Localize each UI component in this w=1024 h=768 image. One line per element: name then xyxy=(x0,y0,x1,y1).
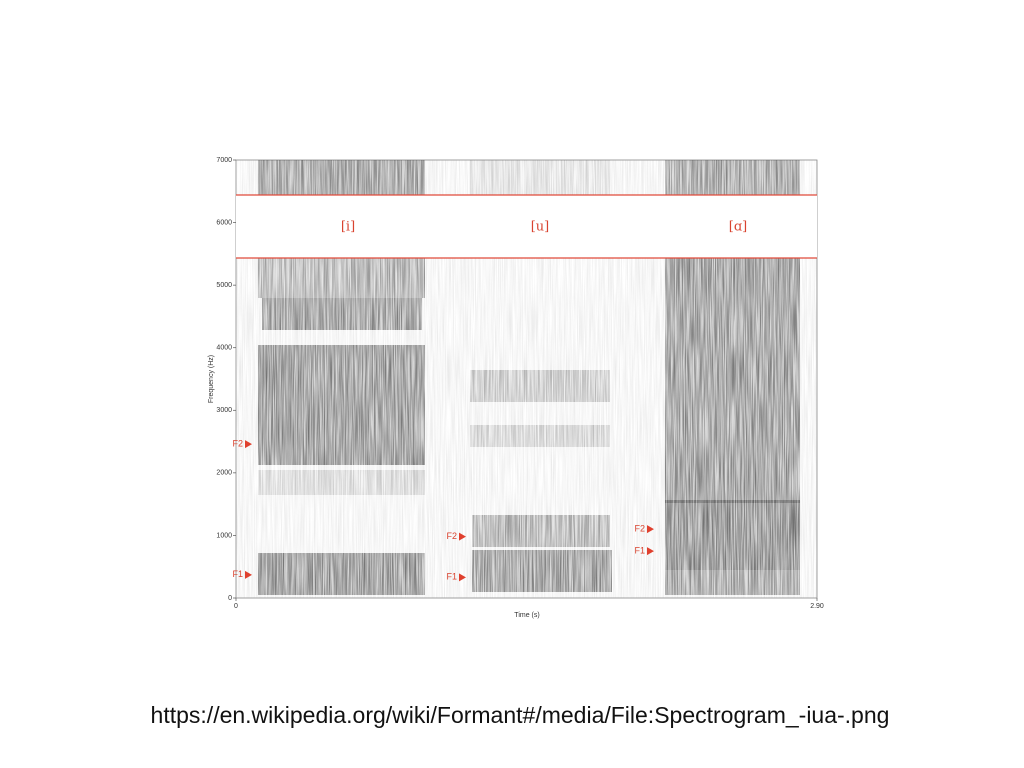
formant-label: F2 xyxy=(232,438,243,448)
label-band xyxy=(236,195,817,258)
formant-marker xyxy=(459,573,466,582)
y-tick-label: 5000 xyxy=(216,282,232,289)
y-tick-label: 3000 xyxy=(216,407,232,414)
x-axis-label: Time (s) xyxy=(514,612,539,619)
y-tick-label: 7000 xyxy=(216,157,232,164)
y-tick-label: 6000 xyxy=(216,219,232,226)
formant-marker xyxy=(459,532,466,541)
vowel-label: [u] xyxy=(531,220,550,235)
formant-label: F2 xyxy=(446,531,457,541)
formant-label: F1 xyxy=(446,572,457,582)
x-tick-label: 0 xyxy=(234,603,238,610)
y-tick-label: 4000 xyxy=(216,345,232,352)
y-tick-label: 1000 xyxy=(216,532,232,539)
formant-label: F2 xyxy=(634,524,645,534)
vowel-label: [i] xyxy=(341,220,355,235)
y-tick-label: 2000 xyxy=(216,470,232,477)
formant-marker xyxy=(647,547,654,556)
formant-label: F1 xyxy=(634,545,645,555)
y-axis-label: Frequency (Hz) xyxy=(208,355,215,403)
formant-marker xyxy=(245,570,252,579)
formant-marker xyxy=(647,525,654,534)
y-tick-label: 0 xyxy=(228,595,232,602)
formant-label: F1 xyxy=(232,569,243,579)
x-tick-label: 2.90 xyxy=(810,603,824,610)
caption: https://en.wikipedia.org/wiki/Formant#/m… xyxy=(151,702,890,728)
vowel-label: [ɑ] xyxy=(729,220,747,235)
formant-marker xyxy=(245,440,252,449)
